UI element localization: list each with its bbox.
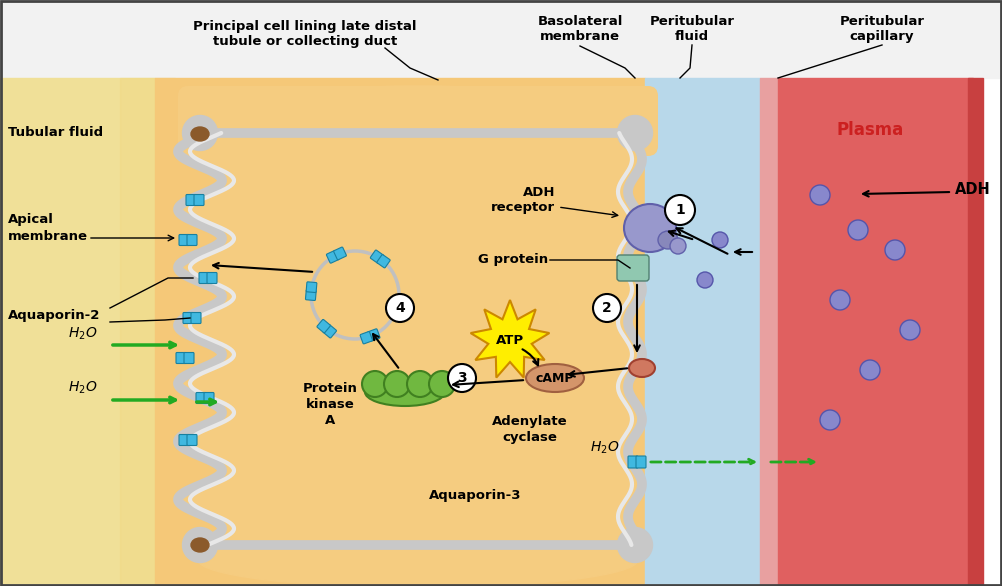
FancyBboxPatch shape [179, 434, 189, 445]
FancyBboxPatch shape [307, 282, 317, 292]
Text: Basolateral
membrane: Basolateral membrane [537, 15, 622, 43]
FancyBboxPatch shape [617, 255, 649, 281]
FancyBboxPatch shape [184, 353, 194, 363]
Bar [155, 78, 645, 586]
Text: Protein
kinase
A: Protein kinase A [303, 383, 358, 428]
Bar [645, 78, 760, 586]
Circle shape [810, 185, 830, 205]
Ellipse shape [191, 127, 209, 141]
Bar [0, 0, 1002, 78]
Text: 4: 4 [395, 301, 405, 315]
Circle shape [593, 294, 621, 322]
Text: Adenylate
cyclase: Adenylate cyclase [492, 415, 568, 444]
Ellipse shape [365, 378, 445, 406]
FancyBboxPatch shape [334, 247, 347, 260]
FancyBboxPatch shape [178, 86, 658, 156]
FancyBboxPatch shape [371, 250, 384, 263]
Text: $H_2O$: $H_2O$ [68, 326, 97, 342]
Text: $H_2O$: $H_2O$ [590, 440, 619, 456]
Circle shape [384, 371, 410, 397]
FancyBboxPatch shape [360, 332, 373, 344]
Text: Principal cell lining late distal
tubule or collecting duct: Principal cell lining late distal tubule… [193, 20, 417, 48]
FancyBboxPatch shape [186, 195, 196, 206]
Ellipse shape [658, 231, 678, 249]
FancyBboxPatch shape [199, 272, 209, 284]
Ellipse shape [198, 86, 638, 156]
Text: Peritubular
fluid: Peritubular fluid [649, 15, 734, 43]
Text: Aquaporin-2: Aquaporin-2 [8, 308, 100, 322]
Circle shape [900, 320, 920, 340]
FancyBboxPatch shape [194, 195, 204, 206]
Ellipse shape [624, 204, 676, 252]
Circle shape [670, 238, 686, 254]
Ellipse shape [191, 538, 209, 552]
Polygon shape [178, 133, 642, 545]
Circle shape [860, 360, 880, 380]
FancyBboxPatch shape [187, 234, 197, 246]
FancyBboxPatch shape [183, 312, 193, 323]
Bar [0, 78, 155, 586]
Circle shape [820, 410, 840, 430]
FancyBboxPatch shape [204, 393, 214, 404]
Circle shape [712, 232, 728, 248]
Text: Apical
membrane: Apical membrane [8, 213, 88, 243]
Circle shape [362, 371, 388, 397]
Text: 2: 2 [602, 301, 612, 315]
Text: Aquaporin-3: Aquaporin-3 [429, 489, 521, 502]
Ellipse shape [526, 364, 584, 392]
FancyBboxPatch shape [317, 319, 331, 333]
FancyBboxPatch shape [393, 297, 405, 308]
FancyBboxPatch shape [306, 290, 317, 301]
FancyBboxPatch shape [368, 329, 380, 341]
FancyBboxPatch shape [196, 393, 206, 404]
FancyBboxPatch shape [187, 434, 197, 445]
Circle shape [848, 220, 868, 240]
Ellipse shape [617, 115, 652, 151]
Text: ADH: ADH [955, 182, 991, 197]
Circle shape [697, 272, 713, 288]
FancyBboxPatch shape [323, 325, 337, 338]
Circle shape [448, 364, 476, 392]
Circle shape [386, 294, 414, 322]
Text: 1: 1 [675, 203, 685, 217]
Circle shape [885, 240, 905, 260]
Text: $H_2O$: $H_2O$ [68, 380, 97, 396]
Circle shape [665, 195, 695, 225]
FancyBboxPatch shape [377, 255, 390, 268]
Bar [760, 78, 778, 586]
FancyBboxPatch shape [628, 456, 638, 468]
Ellipse shape [198, 533, 638, 586]
Ellipse shape [617, 527, 652, 563]
Ellipse shape [182, 527, 217, 563]
Text: ADH
receptor: ADH receptor [491, 186, 555, 214]
Text: Plasma: Plasma [837, 121, 904, 139]
Circle shape [830, 290, 850, 310]
FancyBboxPatch shape [176, 353, 186, 363]
Text: 3: 3 [457, 371, 467, 385]
Bar [968, 78, 983, 586]
Polygon shape [471, 300, 549, 377]
Circle shape [407, 371, 433, 397]
Text: Peritubular
capillary: Peritubular capillary [840, 15, 925, 43]
FancyBboxPatch shape [191, 312, 201, 323]
Text: ATP: ATP [496, 333, 524, 346]
Ellipse shape [629, 359, 655, 377]
Text: cAMP: cAMP [536, 372, 574, 384]
Bar [120, 78, 175, 586]
FancyBboxPatch shape [179, 234, 189, 246]
Bar [778, 78, 973, 586]
FancyBboxPatch shape [327, 250, 339, 263]
Text: G protein: G protein [478, 254, 548, 267]
FancyBboxPatch shape [391, 304, 403, 316]
FancyBboxPatch shape [636, 456, 646, 468]
Text: Tubular fluid: Tubular fluid [8, 125, 103, 138]
FancyBboxPatch shape [207, 272, 217, 284]
Ellipse shape [182, 115, 217, 151]
Circle shape [429, 371, 455, 397]
